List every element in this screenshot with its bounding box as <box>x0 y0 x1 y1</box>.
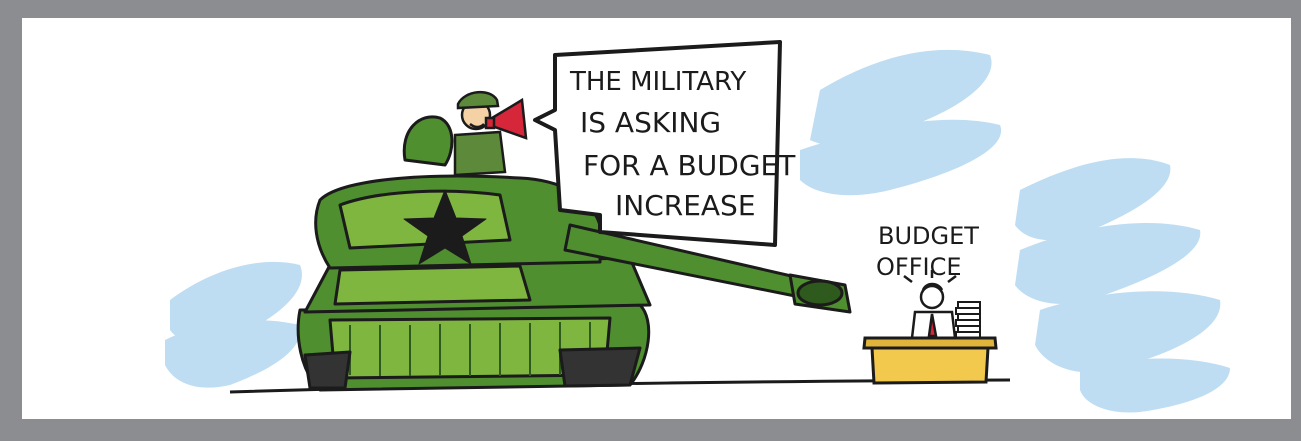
paper-stack-icon <box>955 301 981 339</box>
office-sign-line-1: BUDGET <box>878 222 979 250</box>
speech-line-4: INCREASE <box>615 189 756 222</box>
speech-line-2: IS ASKING <box>580 106 721 139</box>
speech-line-3: FOR A BUDGET <box>583 149 796 182</box>
desk-icon <box>862 336 998 385</box>
office-sign-line-2: OFFICE <box>876 253 962 281</box>
speech-bubble <box>533 40 782 247</box>
blue-watercolor-strokes <box>165 49 1230 413</box>
tank-icon <box>296 115 852 392</box>
megaphone-icon <box>484 97 528 140</box>
speech-line-1: THE MILITARY <box>569 67 746 97</box>
star-icon <box>403 189 487 265</box>
soldier-icon <box>453 91 507 177</box>
